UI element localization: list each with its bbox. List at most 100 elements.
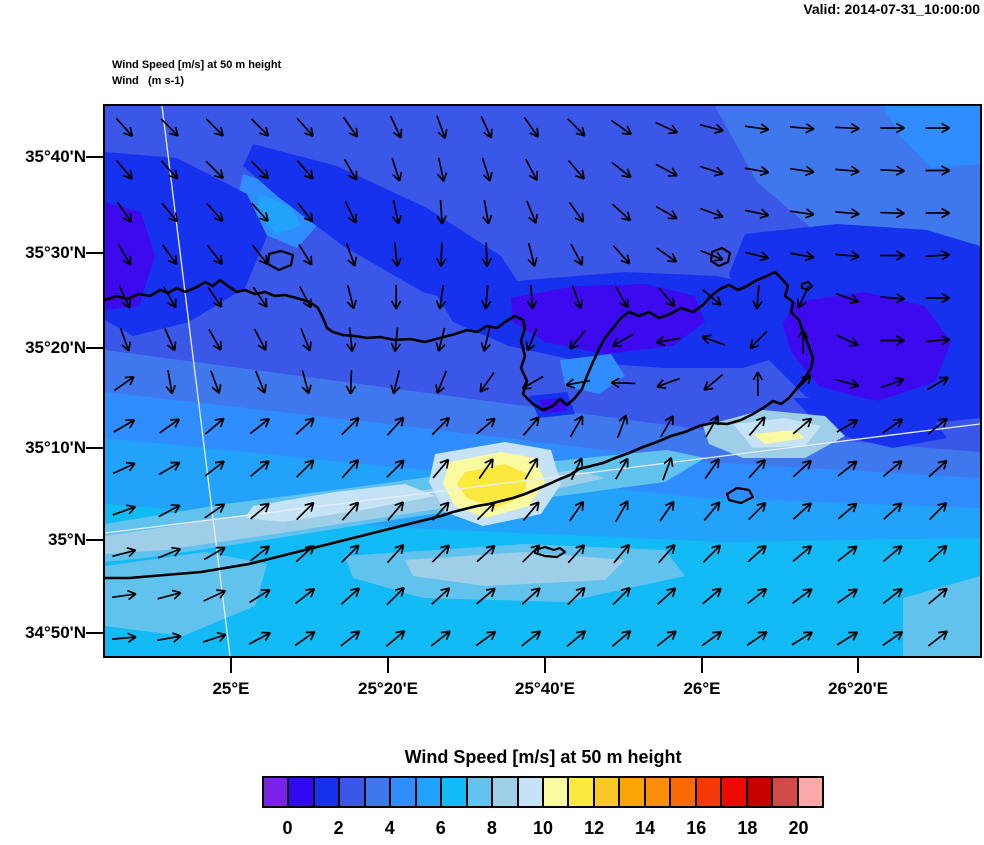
wind-arrow [748,459,766,479]
wind-arrow [925,292,951,304]
wind-arrow [294,630,316,647]
valid-timestamp: Valid: 2014-07-31_10:00:00 [803,1,980,17]
wind-arrow [748,416,766,437]
wind-arrow [165,370,176,395]
wind-arrow [521,630,542,647]
wind-arrow [703,501,721,522]
wind-speed-region [883,106,980,168]
wind-arrow [435,285,447,310]
wind-arrow [208,328,222,351]
wind-arrow [295,544,315,563]
colorbar-tick-label: 14 [635,818,656,838]
wind-arrow [611,161,632,179]
wind-arrow [655,205,678,220]
colorbar-cell [567,778,593,806]
wind-arrow [113,375,135,392]
wind-arrow [571,285,584,309]
wind-arrow [616,414,629,439]
wind-arrow [701,334,726,346]
wind-arrow [162,286,177,309]
wind-arrow [658,287,676,308]
colorbar-cell [389,778,415,806]
colorbar-cell [516,778,542,806]
wind-arrow [249,545,271,562]
y-tick-mark [86,539,103,541]
wind-arrow [342,116,359,138]
colorbar-tick-label: 0 [282,818,293,838]
wind-arrow [655,121,679,135]
wind-arrow [567,118,586,137]
colorbar-cell [491,778,517,806]
wind-arrow [790,165,815,177]
wind-arrow [386,416,405,436]
wind-arrow [928,501,948,521]
island-outline [533,545,567,559]
wind-arrow [526,284,538,310]
wind-arrow [928,459,948,478]
wind-arrow [612,245,631,265]
wind-arrow [482,200,493,225]
colorbar-cell [694,778,721,806]
wind-arrow [386,459,405,478]
wind-arrow [611,119,632,136]
wind-arrow [700,249,724,262]
wind-arrow [112,461,136,475]
wind-arrow [202,631,227,643]
wind-arrow [749,330,768,350]
wind-arrow [524,457,539,480]
wind-arrow [610,377,636,389]
colorbar-cell [312,778,339,806]
wind-arrow [158,504,181,518]
colorbar-cell [338,778,364,806]
wind-arrow [478,458,494,480]
wind-arrow [882,418,904,434]
wind-arrow [205,118,224,137]
wind-arrow [436,157,448,182]
wind-arrow [249,417,271,435]
wind-arrow [204,460,225,477]
wind-arrow [295,587,316,605]
island-outline [800,280,814,292]
wind-arrow [346,327,357,352]
wind-arrow [340,630,361,647]
wind-arrow [160,160,179,180]
y-tick-mark [86,447,103,449]
colorbar-cell [720,778,746,806]
colorbar-tick-label: 10 [532,818,554,838]
wind-arrow [113,419,136,433]
wind-arrow [204,503,226,519]
wind-speed-region [783,292,951,402]
x-tick-label: 26°20'E [828,679,888,698]
wind-arrow [204,417,225,435]
y-tick-label: 35°30'N [25,243,86,262]
wind-arrow [928,544,948,563]
wind-arrow [522,501,540,522]
wind-arrow [703,373,724,391]
wind-arrow [522,544,541,563]
wind-arrow [927,630,949,647]
wind-field-canvas [105,106,980,656]
wind-arrow [436,242,447,267]
wind-arrow [112,547,137,558]
wind-arrow [744,251,770,262]
wind-speed-region [457,464,527,508]
wind-arrow [343,158,358,181]
wind-arrow [880,293,905,304]
wind-arrow [567,586,586,606]
y-tick-label: 35°20'N [25,338,86,357]
y-tick-label: 34°50'N [25,623,86,642]
wind-arrow [203,546,226,561]
wind-arrow [345,242,358,267]
colorbar-cell [618,778,644,806]
wind-arrow [296,117,314,137]
y-tick-mark [86,632,103,634]
colorbar-tick-label: 12 [584,818,605,838]
wind-arrow [346,285,357,310]
wind-arrow [481,242,492,267]
wind-arrow [791,588,813,604]
colorbar-tick-label: 20 [788,818,809,838]
wind-arrow [430,630,451,647]
wind-arrow [298,244,313,266]
wind-arrow [157,589,182,600]
wind-arrow [568,500,585,522]
